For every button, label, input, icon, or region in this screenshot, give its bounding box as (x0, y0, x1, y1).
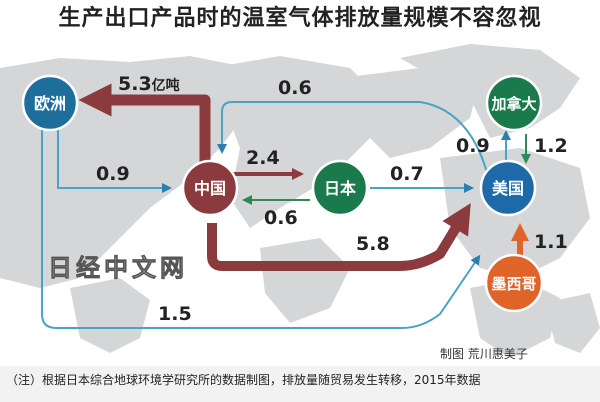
label-japan-china: 0.6 (264, 207, 298, 229)
page-title: 生产出口产品时的温室气体排放量规模不容忽视 (58, 6, 542, 31)
flow-arrow-europe-china (57, 126, 172, 193)
label-canada-usa: 1.2 (534, 135, 568, 157)
flow-arrow-china-usa (207, 203, 471, 271)
label-usa-canada: 0.9 (456, 135, 490, 157)
label-usa-china: 0.6 (278, 77, 312, 99)
label-china-usa: 5.8 (356, 233, 390, 255)
node-mexico-label: 墨西哥 (491, 275, 536, 293)
watermark: 日经中文网 (48, 254, 188, 282)
node-japan: 日本 (311, 159, 369, 217)
node-mexico: 墨西哥 (484, 253, 544, 313)
flow-arrow-europe-usa (41, 126, 481, 329)
label-china-europe: 5.3亿吨 (118, 73, 180, 95)
label-mexico-usa: 1.1 (534, 231, 568, 253)
node-canada: 加拿大 (485, 74, 543, 132)
node-europe-label: 欧洲 (34, 94, 66, 113)
flow-diagram: 欧洲 中国 日本 美国 加拿大 墨西哥 5.3亿吨 0.6 0.9 2.4 0.… (0, 44, 600, 358)
credit-text: 制图 荒川惠美子 (440, 347, 528, 361)
flow-arrow-usa-china (217, 101, 489, 177)
node-japan-label: 日本 (324, 179, 356, 198)
node-usa: 美国 (479, 159, 537, 217)
node-china-label: 中国 (194, 179, 226, 198)
flow-arrow-china-europe (78, 83, 211, 180)
footnote: （注）根据日本综合地球环境学研究所的数据制图，排放量随贸易发生转移，2015年数… (0, 366, 600, 402)
label-japan-usa: 0.7 (390, 163, 424, 185)
label-europe-usa: 1.5 (158, 303, 192, 325)
node-canada-label: 加拿大 (490, 95, 536, 113)
node-usa-label: 美国 (492, 179, 524, 198)
label-europe-china: 0.9 (96, 163, 130, 185)
node-europe: 欧洲 (21, 74, 79, 132)
label-china-japan: 2.4 (246, 147, 280, 169)
node-china: 中国 (181, 159, 239, 217)
